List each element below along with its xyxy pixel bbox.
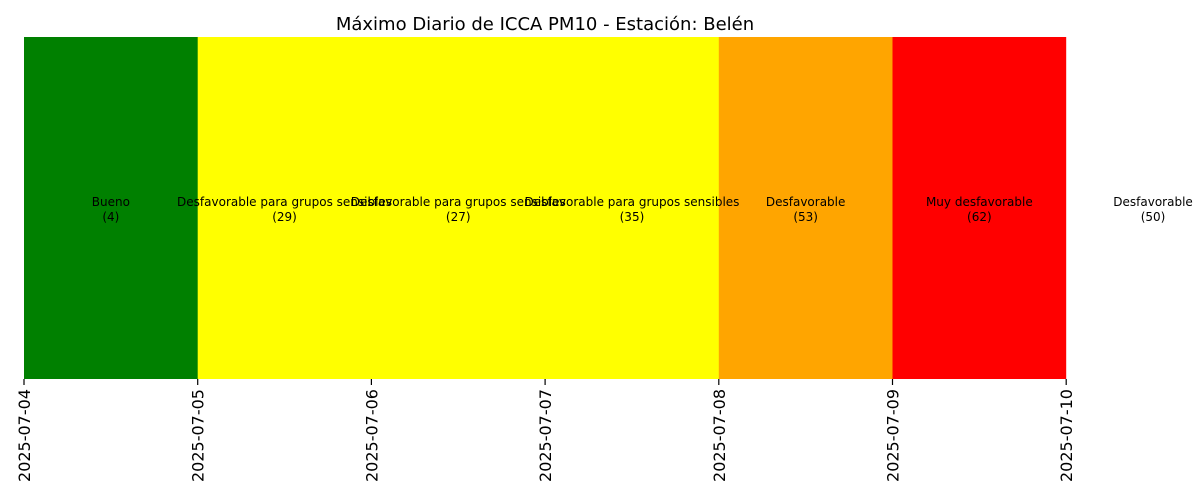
cell-category-label: Desfavorable xyxy=(1113,195,1193,209)
cell-category-label: Desfavorable para grupos sensibles xyxy=(177,195,392,209)
heatmap-cell xyxy=(718,37,893,379)
heatmap-cell xyxy=(545,37,720,379)
cell-value-label: (50) xyxy=(1141,210,1166,224)
cell-value-label: (29) xyxy=(272,210,297,224)
cell-value-label: (62) xyxy=(967,210,992,224)
x-tick-label: 2025-07-07 xyxy=(536,389,555,482)
x-tick-label: 2025-07-04 xyxy=(15,389,34,482)
x-tick-label: 2025-07-06 xyxy=(362,389,381,482)
cell-category-label: Desfavorable para grupos sensibles xyxy=(524,195,739,209)
x-tick-label: 2025-07-09 xyxy=(884,389,903,482)
x-tick-label: 2025-07-08 xyxy=(710,389,729,482)
x-tick-label: 2025-07-05 xyxy=(189,389,208,482)
x-axis: 2025-07-04 2025-07-05 2025-07-06 2025-07-07… xyxy=(15,379,1076,482)
cell-category-label: Bueno xyxy=(92,195,130,209)
cell-labels-layer: Bueno(4) Desfavorable para grupos sensibl… xyxy=(92,195,1193,224)
heatmap-cell xyxy=(197,37,372,379)
cells-layer xyxy=(24,37,1200,379)
heatmap-cell xyxy=(371,37,546,379)
cell-value-label: (4) xyxy=(102,210,119,224)
cell-value-label: (27) xyxy=(446,210,471,224)
chart-title: Máximo Diario de ICCA PM10 - Estación: B… xyxy=(336,14,754,35)
x-tick-label: 2025-07-10 xyxy=(1057,389,1076,482)
heatmap-cell xyxy=(892,37,1067,379)
cell-value-label: (35) xyxy=(620,210,645,224)
cell-category-label: Muy desfavorable xyxy=(926,195,1033,209)
cell-category-label: Desfavorable xyxy=(766,195,846,209)
cell-value-label: (53) xyxy=(793,210,818,224)
heatmap-cell xyxy=(1066,37,1200,379)
cell-category-label: Desfavorable para grupos sensibles xyxy=(351,195,566,209)
heatmap-cell xyxy=(24,37,199,379)
